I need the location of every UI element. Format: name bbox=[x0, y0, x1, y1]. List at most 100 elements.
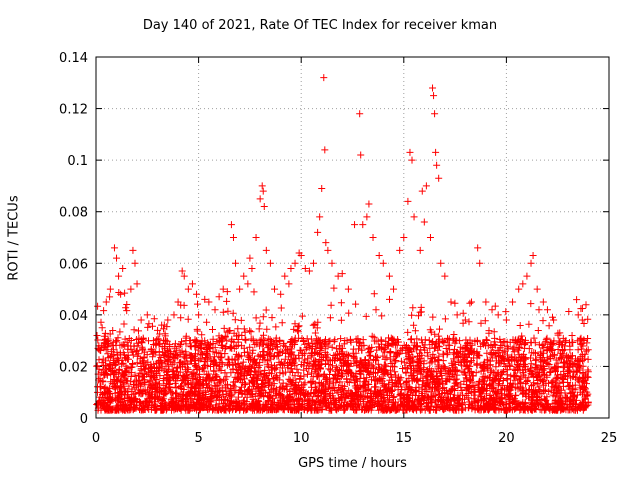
data-point bbox=[291, 259, 299, 267]
data-point bbox=[229, 234, 237, 241]
data-point bbox=[351, 221, 359, 229]
data-point bbox=[316, 213, 324, 221]
data-point bbox=[400, 234, 408, 241]
data-point bbox=[426, 234, 434, 241]
data-point bbox=[515, 285, 523, 293]
data-point bbox=[102, 298, 110, 306]
data-point bbox=[305, 267, 313, 275]
data-point bbox=[149, 337, 157, 345]
data-point bbox=[110, 244, 118, 252]
data-point bbox=[357, 151, 365, 159]
data-point bbox=[461, 316, 469, 324]
data-point bbox=[174, 298, 182, 306]
data-point bbox=[246, 254, 254, 262]
data-point bbox=[365, 200, 373, 208]
data-point bbox=[119, 264, 127, 272]
data-point bbox=[215, 293, 223, 301]
data-point bbox=[318, 185, 326, 193]
data-point bbox=[375, 252, 383, 260]
data-point bbox=[164, 316, 172, 324]
chart-title: Day 140 of 2021, Rate Of TEC Index for r… bbox=[142, 18, 498, 33]
x-tick-label: 10 bbox=[293, 431, 310, 446]
data-point bbox=[533, 285, 541, 293]
tick-labels: 0 5 10 15 20 25 0 0.02 0.04 0.06 0.08 0.1 0.12 0.14 bbox=[59, 51, 617, 446]
data-point bbox=[285, 280, 293, 288]
data-point bbox=[98, 324, 106, 332]
data-point bbox=[432, 148, 440, 156]
data-point bbox=[281, 272, 289, 280]
data-point bbox=[550, 316, 558, 324]
data-point bbox=[271, 285, 279, 293]
data-point bbox=[260, 203, 268, 211]
data-point bbox=[93, 331, 101, 339]
data-point bbox=[435, 174, 443, 182]
data-point bbox=[433, 161, 441, 169]
data-point bbox=[301, 264, 309, 272]
x-tick-label: 0 bbox=[92, 431, 100, 446]
data-point bbox=[363, 213, 371, 221]
x-axis-label: GPS time / hours bbox=[298, 456, 407, 471]
data-point bbox=[211, 306, 219, 314]
data-point bbox=[529, 252, 537, 260]
data-point bbox=[468, 298, 476, 306]
data-point bbox=[344, 285, 352, 293]
data-point bbox=[476, 259, 484, 267]
data-point bbox=[356, 110, 364, 118]
data-point bbox=[338, 270, 346, 278]
point-cloud-markers bbox=[93, 284, 592, 414]
data-point bbox=[180, 272, 188, 280]
data-point bbox=[324, 246, 332, 254]
y-tick-label: 0.06 bbox=[59, 257, 88, 272]
data-point bbox=[188, 280, 196, 288]
data-points bbox=[93, 74, 590, 391]
y-tick-label: 0.12 bbox=[59, 103, 88, 118]
data-point bbox=[385, 272, 393, 280]
data-point bbox=[422, 182, 430, 190]
data-point bbox=[369, 234, 377, 241]
data-point bbox=[453, 311, 461, 319]
data-point bbox=[321, 146, 329, 154]
data-point bbox=[232, 259, 240, 267]
data-point bbox=[574, 311, 582, 319]
data-point bbox=[113, 254, 121, 262]
dense-point-cloud bbox=[93, 284, 592, 414]
data-point bbox=[258, 182, 266, 190]
data-point bbox=[137, 316, 145, 324]
data-point bbox=[568, 331, 576, 339]
data-point bbox=[390, 285, 398, 293]
data-point bbox=[205, 298, 213, 306]
data-point bbox=[127, 285, 135, 293]
data-point bbox=[193, 290, 201, 298]
data-point bbox=[227, 221, 235, 229]
data-point bbox=[441, 272, 449, 280]
y-tick-label: 0.14 bbox=[59, 51, 88, 66]
data-point bbox=[240, 272, 248, 280]
data-point bbox=[133, 280, 141, 288]
data-point bbox=[328, 259, 336, 267]
data-point bbox=[314, 228, 322, 236]
data-point bbox=[474, 244, 482, 252]
data-point bbox=[437, 259, 445, 267]
y-tick-label: 0.02 bbox=[59, 360, 88, 375]
data-point bbox=[406, 148, 414, 156]
data-point bbox=[256, 195, 264, 203]
data-point bbox=[259, 187, 267, 195]
plot-frame bbox=[95, 56, 610, 419]
data-point bbox=[523, 272, 531, 280]
data-point bbox=[129, 246, 137, 254]
data-point bbox=[287, 264, 295, 272]
data-point bbox=[502, 316, 510, 324]
data-point bbox=[158, 321, 166, 329]
data-point bbox=[509, 298, 517, 306]
data-point bbox=[334, 272, 342, 280]
data-point bbox=[578, 316, 586, 324]
data-point bbox=[582, 347, 590, 355]
data-point bbox=[154, 326, 162, 334]
x-tick-label: 25 bbox=[601, 431, 618, 446]
data-point bbox=[320, 74, 328, 82]
data-point bbox=[488, 306, 496, 314]
data-point bbox=[418, 187, 426, 195]
data-point bbox=[266, 259, 274, 267]
data-point bbox=[170, 311, 178, 319]
